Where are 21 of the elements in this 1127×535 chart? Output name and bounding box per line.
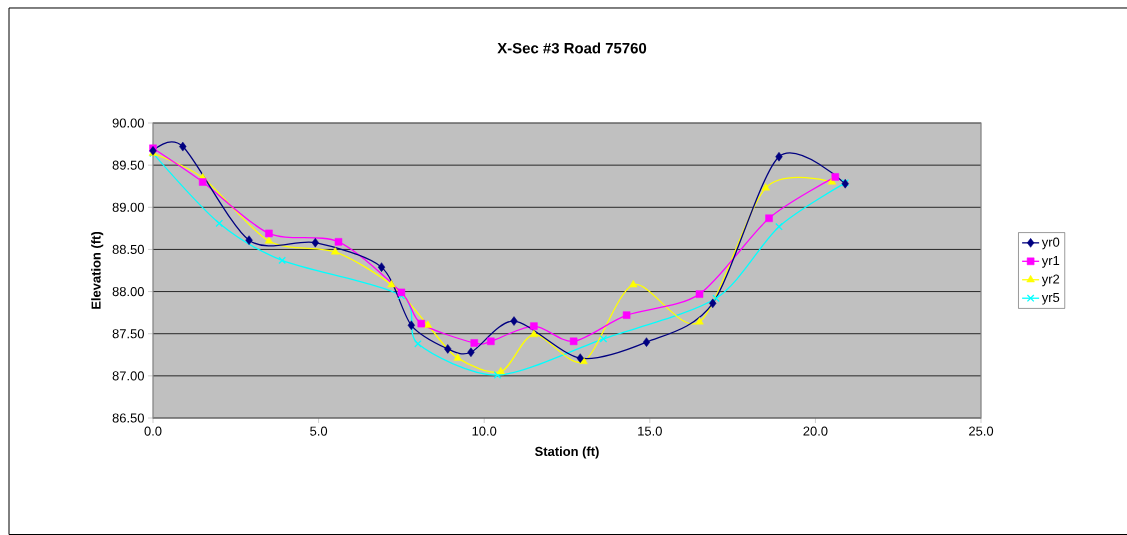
y-tick-label: 89.50 [112,160,144,170]
y-tick-label: 87.50 [112,329,144,339]
y-tick-label: 86.50 [112,413,144,423]
x-tick-label: 25.0 [969,426,994,436]
y-tick-label: 88.00 [112,286,144,297]
chart-title: X-Sec #3 Road 75760 [497,42,647,54]
x-tick-label: 5.0 [310,426,328,436]
x-axis-title: Station (ft) [535,446,599,459]
legend-label: yr1 [1041,256,1060,268]
x-tick-label: 15.0 [638,426,662,436]
y-tick-label: 89.00 [112,202,144,212]
legend-label: yr0 [1041,237,1060,250]
x-tick-label: 20.0 [803,426,828,436]
x-tick-label: 0.0 [144,426,162,436]
y-axis-title: Elevation (ft) [91,231,104,309]
y-tick-label: 87.00 [112,371,144,381]
y-tick-label: 88.50 [112,244,144,255]
legend-label: yr5 [1041,293,1060,305]
y-tick-label: 90.00 [112,118,144,128]
legend-label: yr2 [1041,274,1060,287]
x-tick-label: 10.0 [472,426,497,436]
